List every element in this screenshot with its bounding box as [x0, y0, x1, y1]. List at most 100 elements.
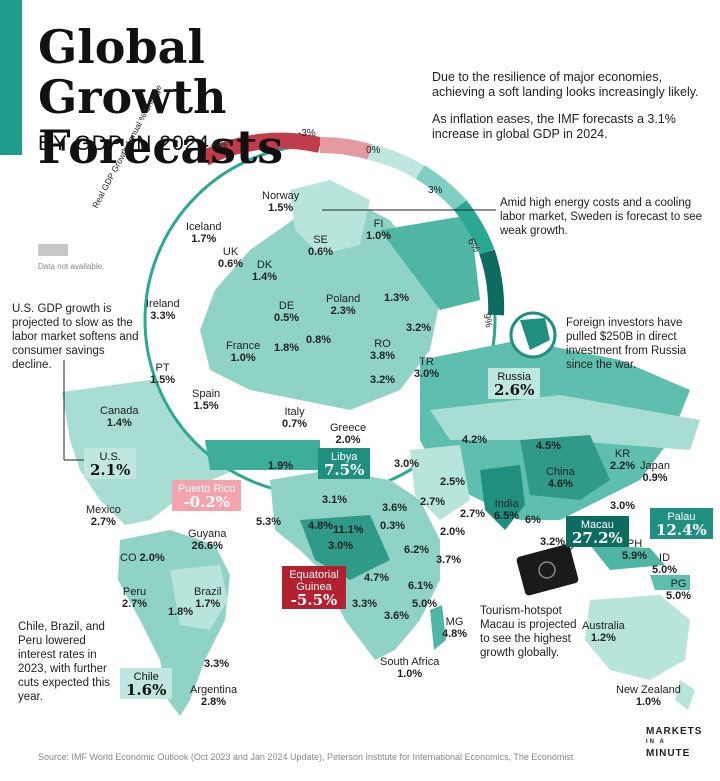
country-label: 2.0%: [440, 526, 466, 538]
country-label: Spain 1.5%: [192, 388, 221, 412]
scale-tick: 3%: [428, 185, 443, 196]
country-label: 0.3%: [380, 520, 406, 532]
country-label: 4.2%: [462, 434, 488, 446]
country-label: Brazil 1.7%: [194, 586, 222, 610]
badge-libya: Libya 7.5%: [318, 448, 371, 479]
accent-bar: [0, 0, 22, 155]
brand-logo: MARKETS IN A MINUTE: [646, 726, 702, 759]
country-label: 3.7%: [436, 554, 462, 566]
country-label: CO 2.0%: [120, 552, 165, 564]
country-label: New Zealand 1.0%: [616, 684, 681, 708]
country-label: RO 3.8%: [370, 338, 396, 362]
country-label: 1.3%: [384, 292, 410, 304]
source-note: Source: IMF World Economic Outlook (Oct …: [38, 752, 574, 762]
scandinavia-shape: [290, 180, 370, 255]
country-label: 4.8%: [308, 520, 334, 532]
png-shape: [650, 575, 690, 590]
passport-icon: [516, 544, 579, 596]
badge-puerto-rico: Puerto Rico -0.2%: [172, 480, 242, 511]
country-label: PG 5.0%: [666, 578, 692, 602]
country-label: 6.2%: [404, 544, 430, 556]
country-label: KR 2.2%: [610, 448, 636, 472]
country-label: 1.8%: [274, 342, 300, 354]
intro-text: Due to the resilience of major economies…: [432, 70, 702, 154]
country-label: Greece 2.0%: [330, 422, 367, 446]
country-label: India 6.5%: [494, 498, 520, 522]
country-label: DE 0.5%: [274, 300, 300, 324]
country-label: Italy 0.7%: [282, 406, 308, 430]
country-label: 3.0%: [610, 500, 636, 512]
note-macau: Tourism-hotspot Macau is projected to se…: [480, 605, 577, 659]
country-label: 2.7%: [460, 508, 486, 520]
madagascar-shape: [430, 605, 446, 650]
scale-tick: 9%: [480, 312, 494, 329]
badge-equatorial-guinea: Equatorial Guinea -5.5%: [282, 566, 346, 609]
russia-asia-shape: [430, 395, 700, 450]
country-label: 2.7%: [420, 496, 446, 508]
badge-us: U.S. 2.1%: [84, 448, 137, 479]
country-label: Australia 1.2%: [582, 620, 625, 644]
country-label: MG 4.8%: [442, 616, 468, 640]
intro-p1: Due to the resilience of major economies…: [432, 70, 699, 99]
country-label: 11.1%: [333, 524, 364, 536]
logo-mid: IN A: [646, 739, 666, 745]
country-label: SE 0.6%: [308, 234, 334, 258]
scale-arc-high: [453, 199, 495, 256]
note-us: U.S. GDP growth is projected to slow as …: [12, 303, 139, 371]
country-label: 4.7%: [364, 572, 390, 584]
country-label: 6%: [525, 514, 541, 526]
globe-icon-land: [520, 318, 550, 350]
title-line-1: Global Growth: [38, 20, 227, 124]
middle-east-shape: [410, 445, 470, 520]
india-shape: [480, 465, 525, 530]
country-label: FI 1.0%: [366, 218, 392, 242]
scale-arc-mid: [415, 165, 466, 211]
country-label: 3.3%: [204, 658, 230, 670]
country-label: 3.0%: [328, 540, 354, 552]
page-title: Global Growth Forecasts: [38, 22, 398, 172]
country-label: Ireland 3.3%: [146, 298, 180, 322]
country-label: TR 3.0%: [414, 356, 440, 380]
country-label: Poland 2.3%: [326, 293, 361, 317]
central-africa-shape: [300, 515, 390, 580]
scale-arc-negative: [201, 132, 322, 166]
scale-tick: 0%: [366, 145, 381, 156]
country-label: 5.0%: [412, 598, 438, 610]
data-na-label: Data not available.: [38, 262, 105, 271]
country-label: 4.5%: [536, 440, 562, 452]
country-label: 0.8%: [306, 334, 332, 346]
note-latam: Chile, Brazil, and Peru lowered interest…: [18, 621, 111, 703]
badge-macau: Macau 27.2%: [566, 516, 629, 547]
brazil-shape: [170, 565, 228, 630]
country-label: 3.2%: [540, 536, 566, 548]
country-label: 1.8%: [168, 606, 194, 618]
country-label: DK 1.4%: [252, 259, 278, 283]
country-label: 3.6%: [382, 502, 408, 514]
scale-arc-low: [368, 144, 425, 179]
scale-arc-slight-negative: [319, 136, 373, 160]
note-russia: Foreign investors have pulled $250B in d…: [566, 317, 687, 371]
country-label: 3.3%: [352, 598, 378, 610]
scale-tick: -6%: [210, 140, 228, 151]
country-label: 3.2%: [406, 322, 432, 334]
logo-top: MARKETS: [646, 726, 703, 737]
country-label: 6.1%: [408, 580, 434, 592]
country-label: Guyana 26.6%: [188, 528, 227, 552]
australia-shape: [585, 595, 690, 680]
badge-russia: Russia 2.6%: [488, 368, 541, 399]
country-label: 1.9%: [268, 460, 294, 472]
badge-chile: Chile 1.6%: [120, 668, 173, 699]
country-label: UK 0.6%: [218, 246, 244, 270]
country-label: China 4.6%: [546, 466, 575, 490]
country-label: 2.5%: [440, 476, 466, 488]
country-label: 3.6%: [384, 610, 410, 622]
indonesia-shape: [590, 545, 665, 570]
country-label: Norway 1.5%: [262, 190, 300, 214]
europe-shape: [200, 200, 440, 410]
country-label: France 1.0%: [226, 340, 261, 364]
data-na-swatch: [38, 244, 68, 256]
country-label: Canada 1.4%: [100, 405, 139, 429]
logo-bottom: MINUTE: [646, 748, 691, 759]
